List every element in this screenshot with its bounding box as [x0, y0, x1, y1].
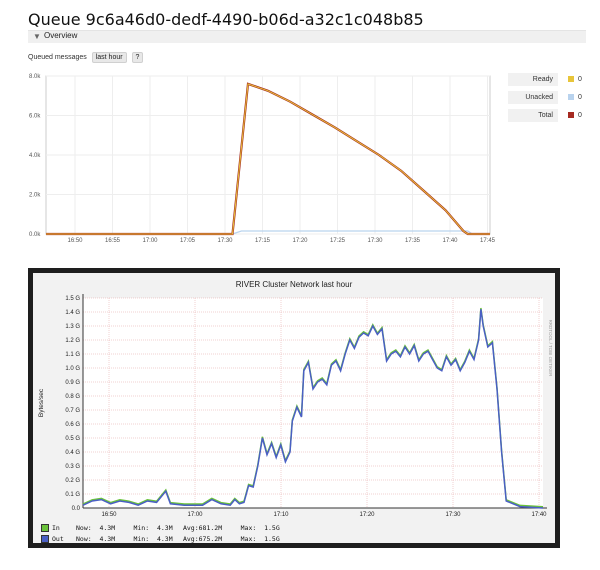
stats-max-value: 1.5G — [264, 535, 280, 543]
y-tick-label: 1.0 G — [65, 366, 80, 372]
stats-now-value: 4.3M — [99, 535, 116, 543]
x-tick-label: 16:50 — [67, 238, 83, 244]
legend-value: 0 — [578, 112, 582, 119]
y-tick-label: 0.9 G — [65, 380, 80, 386]
stats-min-value: 4.3M — [156, 535, 173, 543]
y-tick-label: 0.2 G — [65, 478, 80, 484]
y-tick-label: 0.7 G — [65, 408, 80, 414]
cluster-network-chart: RIVER Cluster Network last hour 0.0 0.1 G 0… — [38, 280, 553, 518]
legend-name: Unacked — [508, 91, 558, 104]
stats-avg-value: 675.2M — [198, 535, 223, 543]
chart-legend: Ready 0 Unacked 0 Total 0 — [508, 73, 586, 127]
y-tick-label: 0.4 G — [65, 450, 80, 456]
stats-avg-label: Avg: — [182, 535, 199, 543]
x-tick-label: 17:40 — [531, 512, 547, 518]
y-tick-label: 1.3 G — [65, 324, 80, 330]
x-tick-label: 17:35 — [405, 238, 421, 244]
stats-row-in: In Now: 4.3M Min: 4.3M Avg:681.2M Max: 1.5G — [41, 524, 280, 535]
y-tick-label: 0.3 G — [65, 464, 80, 470]
cluster-network-graph: RIVER Cluster Network last hour 0.0 0.1 G 0… — [33, 273, 555, 543]
legend-name: Ready — [508, 73, 558, 86]
in-swatch — [41, 524, 49, 532]
y-axis-label: Bytes/sec — [38, 388, 45, 417]
stats-table: In Now: 4.3M Min: 4.3M Avg:681.2M Max: 1.5G … — [41, 524, 280, 546]
queued-messages-chart: 0.0k 2.0k 4.0k 6.0k 8.0k 16:50 16:55 17:00 17:05… — [29, 74, 496, 244]
legend-value: 0 — [578, 76, 582, 83]
y-tick-label: 0.1 G — [65, 492, 80, 498]
y-tick-label: 1.5 G — [65, 296, 80, 302]
y-tick-label: 0.5 G — [65, 436, 80, 442]
legend-row-unacked: Unacked 0 — [508, 91, 586, 104]
x-tick-label: 17:10 — [273, 512, 289, 518]
y-tick-label: 1.4 G — [65, 310, 80, 316]
y-tick-label: 0.8 G — [65, 394, 80, 400]
stats-max-value: 1.5G — [264, 524, 280, 532]
side-credit-label: RRDTOOL / TOBI OETIKER — [548, 320, 553, 378]
queue-id: 9c6a46d0-dedf-4490-b06d-a32c1c048b85 — [85, 10, 424, 29]
overview-label: Overview — [44, 31, 78, 40]
page-title-prefix: Queue — [28, 10, 81, 29]
x-tick-label: 17:30 — [217, 238, 233, 244]
y-tick-label: 0.6 G — [65, 422, 80, 428]
stats-avg-label: Avg: — [182, 524, 199, 532]
x-tick-label: 17:00 — [187, 512, 203, 518]
out-swatch — [41, 535, 49, 543]
stats-series-name: In — [52, 524, 60, 532]
cluster-network-graph-frame: RIVER Cluster Network last hour 0.0 0.1 G 0… — [28, 268, 560, 548]
stats-avg-value: 681.2M — [198, 524, 223, 532]
y-tick-label: 1.2 G — [65, 338, 80, 344]
x-tick-label: 17:20 — [359, 512, 375, 518]
stats-max-label: Max: — [240, 524, 257, 532]
x-tick-label: 16:50 — [101, 512, 117, 518]
y-tick-label: 0.0k — [29, 232, 41, 238]
legend-swatch — [568, 112, 574, 118]
legend-row-ready: Ready 0 — [508, 73, 586, 86]
queued-messages-header: Queued messages last hour ? — [28, 52, 144, 63]
stats-now-value: 4.3M — [99, 524, 116, 532]
y-tick-label: 8.0k — [29, 74, 41, 80]
queued-messages-label: Queued messages — [28, 54, 87, 61]
legend-name: Total — [508, 109, 558, 122]
stats-row-out: Out Now: 4.3M Min: 4.3M Avg:675.2M Max: 1.5G — [41, 535, 280, 546]
x-tick-label: 17:05 — [180, 238, 196, 244]
legend-swatch — [568, 76, 574, 82]
legend-value: 0 — [578, 94, 582, 101]
plot-area — [83, 298, 543, 508]
help-icon[interactable]: ? — [131, 52, 144, 63]
overview-section-toggle[interactable]: ▼ Overview — [28, 30, 586, 43]
x-tick-label: 17:30 — [445, 512, 461, 518]
collapse-triangle-icon: ▼ — [33, 32, 41, 41]
stats-max-label: Max: — [240, 535, 257, 543]
x-tick-label: 17:25 — [330, 238, 346, 244]
y-tick-label: 0.0 — [72, 506, 81, 512]
x-tick-label: 17:20 — [292, 238, 308, 244]
y-tick-label: 1.1 G — [65, 352, 80, 358]
x-tick-label: 17:00 — [142, 238, 158, 244]
stats-min-label: Min: — [133, 535, 150, 543]
legend-swatch — [568, 94, 574, 100]
series-line-ready — [46, 83, 490, 235]
page-title: Queue 9c6a46d0-dedf-4490-b06d-a32c1c048b… — [28, 10, 424, 29]
range-selector[interactable]: last hour — [91, 52, 127, 63]
x-tick-label: 17:40 — [442, 238, 458, 244]
x-tick-label: 17:15 — [255, 238, 271, 244]
stats-now-label: Now: — [76, 535, 92, 543]
stats-min-label: Min: — [133, 524, 150, 532]
stats-series-name: Out — [52, 535, 64, 543]
y-tick-label: 4.0k — [29, 153, 41, 159]
x-tick-label: 17:45 — [480, 238, 496, 244]
x-tick-label: 17:30 — [367, 238, 383, 244]
y-tick-label: 6.0k — [29, 114, 41, 120]
series-line-out — [82, 309, 544, 509]
stats-min-value: 4.3M — [156, 524, 173, 532]
stats-now-label: Now: — [76, 524, 92, 532]
legend-row-total: Total 0 — [508, 109, 586, 122]
graph-title: RIVER Cluster Network last hour — [236, 280, 353, 289]
y-tick-label: 2.0k — [29, 193, 41, 199]
x-tick-label: 16:55 — [105, 238, 121, 244]
